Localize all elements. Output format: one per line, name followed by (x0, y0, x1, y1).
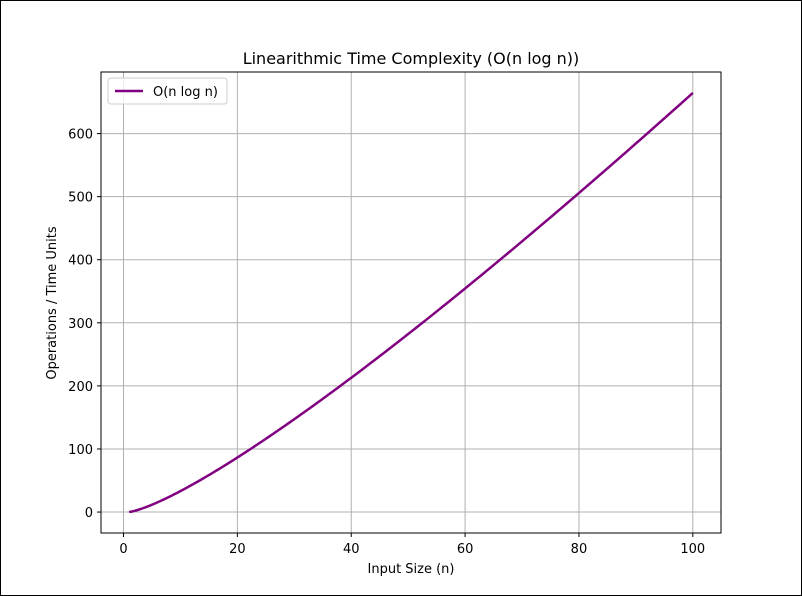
legend: O(n log n) (107, 77, 228, 105)
y-tick-label: 300 (68, 317, 93, 332)
axis-ticks: 0 20 40 60 80 100 0 100 200 300 400 500 600 (68, 128, 705, 557)
x-tick-label: 100 (680, 542, 705, 557)
y-tick-label: 100 (68, 443, 93, 458)
x-tick-label: 80 (571, 542, 588, 557)
chart-title: Linearithmic Time Complexity (O(n log n)… (243, 49, 580, 68)
x-axis-label: Input Size (n) (368, 562, 455, 577)
series-line (128, 92, 694, 514)
grid-lines (101, 72, 721, 533)
y-tick-label: 600 (68, 128, 93, 143)
y-axis-label: Operations / Time Units (45, 226, 60, 380)
y-tick-label: 200 (68, 380, 93, 395)
series-layer (128, 92, 694, 514)
x-tick-label: 0 (119, 542, 127, 557)
x-tick-label: 40 (343, 542, 360, 557)
legend-entry-label: O(n log n) (153, 85, 218, 100)
x-tick-label: 60 (457, 542, 474, 557)
plot-area-frame (100, 71, 722, 534)
y-tick-label: 500 (68, 191, 93, 206)
legend-box (107, 77, 228, 105)
x-tick-label: 20 (229, 542, 246, 557)
y-tick-label: 400 (68, 254, 93, 269)
y-tick-label: 0 (85, 506, 93, 521)
